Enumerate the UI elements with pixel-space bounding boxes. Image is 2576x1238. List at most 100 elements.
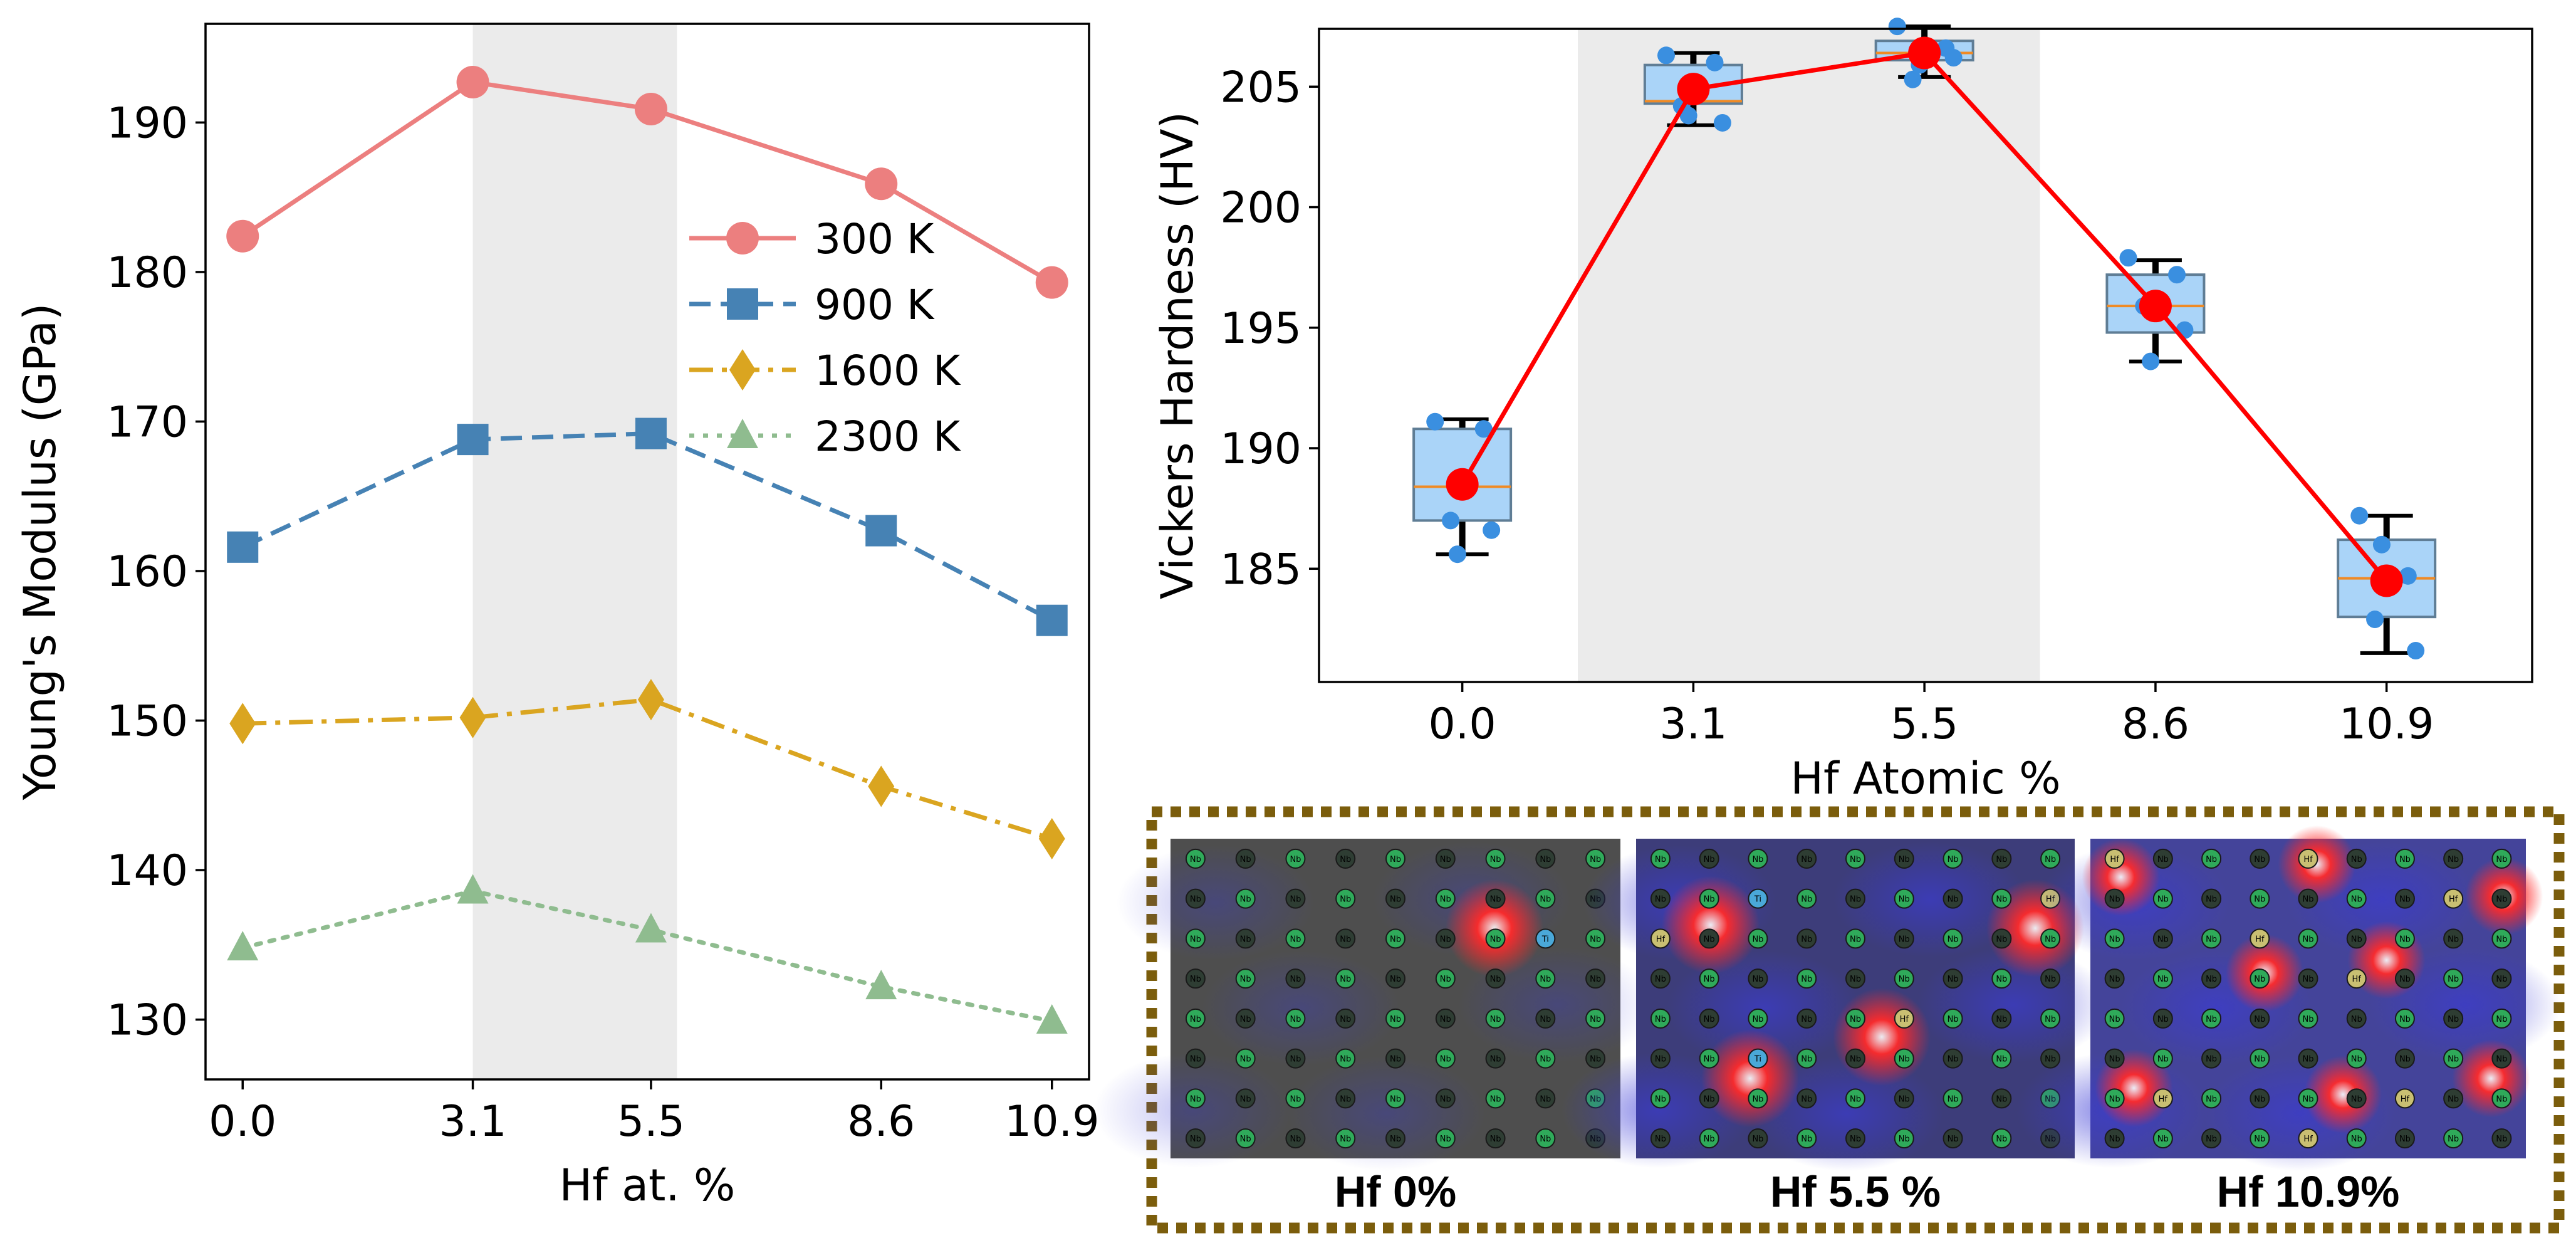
atom: Nb	[2346, 848, 2367, 869]
atom-marker	[2491, 888, 2512, 909]
atom: Nb	[1385, 1128, 1405, 1149]
atom-label: Nb	[1190, 1015, 1201, 1024]
atom-label: Nb	[1390, 1135, 1401, 1144]
atom-label: Nb	[2448, 1135, 2459, 1144]
atom-marker	[1991, 1008, 2012, 1029]
y-tick-label: 190	[107, 98, 188, 148]
atom: Nb	[2298, 968, 2318, 989]
atom: Nb	[2152, 1048, 2173, 1069]
atom-label: Nb	[1440, 855, 1451, 864]
atom: Nb	[2040, 968, 2061, 989]
atom-label: Nb	[1290, 1135, 1301, 1144]
atom: Hf	[1894, 1008, 1914, 1029]
atom-marker	[2104, 1048, 2125, 1069]
atom-marker	[1385, 1048, 1405, 1069]
atom-marker	[2104, 928, 2125, 949]
atom-marker	[1435, 848, 1456, 869]
atom-marker	[1894, 888, 1914, 909]
atom-label: Nb	[1390, 935, 1401, 944]
atom: Nb	[1845, 888, 1865, 909]
atom: Nb	[1796, 968, 1817, 989]
atom: Nb	[1650, 1008, 1671, 1029]
atom: Nb	[2491, 968, 2512, 989]
atom-label: Nb	[2496, 935, 2507, 944]
atom-label: Nb	[1390, 1094, 1401, 1104]
data-point	[1426, 412, 1444, 431]
atom-label: Nb	[2448, 975, 2459, 984]
atom: Nb	[1535, 1048, 1556, 1069]
atom-marker	[1185, 888, 1206, 909]
atom-marker	[2250, 968, 2270, 989]
atom-marker	[2491, 1128, 2512, 1149]
data-point	[1904, 70, 1922, 88]
atom-label: Nb	[2399, 855, 2411, 864]
atom: Nb	[2491, 1048, 2512, 1069]
atom: Nb	[1748, 1088, 1768, 1109]
atom: Nb	[2394, 848, 2415, 869]
panel-caption: Hf 10.9%	[2217, 1167, 2400, 1216]
atom: Nb	[2104, 1128, 2125, 1149]
y-axis-label: Young's Modulus (GPa)	[14, 303, 66, 801]
atom-label: Nb	[2157, 975, 2169, 984]
atom-marker	[1991, 1048, 2012, 1069]
atom: Nb	[1385, 888, 1405, 909]
data-point	[226, 219, 259, 253]
atom-label: Hf	[1656, 935, 1666, 944]
atom: Nb	[1796, 1008, 1817, 1029]
atom-marker	[1435, 1088, 1456, 1109]
atom-label: Nb	[2448, 1094, 2459, 1104]
atom-label: Nb	[1655, 1135, 1666, 1144]
atom: Nb	[1235, 1088, 1256, 1109]
atom-label: Nb	[1590, 935, 1601, 944]
atom-label: Nb	[2399, 895, 2411, 905]
atom: Nb	[1699, 888, 1719, 909]
x-axis-ticks: 0.0 3.1 5.5 8.6 10.9	[1429, 682, 2434, 749]
data-point	[457, 874, 489, 904]
atom-label: Nb	[2254, 1094, 2265, 1104]
x-tick-label: 8.6	[2122, 700, 2189, 749]
atom-label: Nb	[1490, 895, 1501, 905]
atom-marker	[1435, 968, 1456, 989]
atom: Nb	[2443, 1128, 2464, 1149]
atom-label: Nb	[1340, 1094, 1351, 1104]
atom: Nb	[1485, 1088, 1506, 1109]
plot-frame	[1318, 28, 2533, 683]
atom: Nb	[2250, 1048, 2270, 1069]
atom-marker	[1699, 848, 1719, 869]
atom-marker	[2491, 1008, 2512, 1029]
atom-label: Nb	[1440, 895, 1451, 905]
data-point	[1036, 1004, 1068, 1034]
atom-label: Nb	[1850, 1094, 1861, 1104]
atom-marker	[1942, 888, 1963, 909]
atom: Nb	[1435, 968, 1456, 989]
atom-label: Nb	[1590, 1055, 1601, 1064]
atom-marker	[1285, 1088, 1306, 1109]
atom-label: Nb	[1850, 855, 1861, 864]
atom-marker	[1650, 928, 1671, 949]
atom-marker	[1796, 1088, 1817, 1109]
atom: Nb	[1335, 1088, 1356, 1109]
atom-label: Nb	[1240, 1094, 1251, 1104]
atom-label: Nb	[1390, 855, 1401, 864]
atom: Nb	[1285, 1088, 1306, 1109]
atom: Nb	[1185, 1048, 1206, 1069]
atom-label: Nb	[2206, 855, 2217, 864]
atom-label: Nb	[2448, 855, 2459, 864]
atom-label: Nb	[2206, 1135, 2217, 1144]
atom-label: Nb	[1490, 935, 1501, 944]
atom: Nb	[1748, 928, 1768, 949]
atom-marker	[2394, 1128, 2415, 1149]
atom-label: Nb	[1290, 1055, 1301, 1064]
atom-marker	[2250, 1048, 2270, 1069]
data-point	[2119, 249, 2137, 267]
atom-label: Nb	[2303, 1015, 2314, 1024]
density-hotspot	[2452, 1039, 2530, 1118]
atom-label: Nb	[2206, 1015, 2217, 1024]
atom: Nb	[2152, 848, 2173, 869]
atom-marker	[2298, 1088, 2318, 1109]
atom: Nb	[2201, 848, 2222, 869]
atom: Hf	[1650, 928, 1671, 949]
atom: Nb	[2394, 1048, 2415, 1069]
atom-label: Nb	[1190, 1135, 1201, 1144]
atom: Nb	[2201, 1128, 2222, 1149]
